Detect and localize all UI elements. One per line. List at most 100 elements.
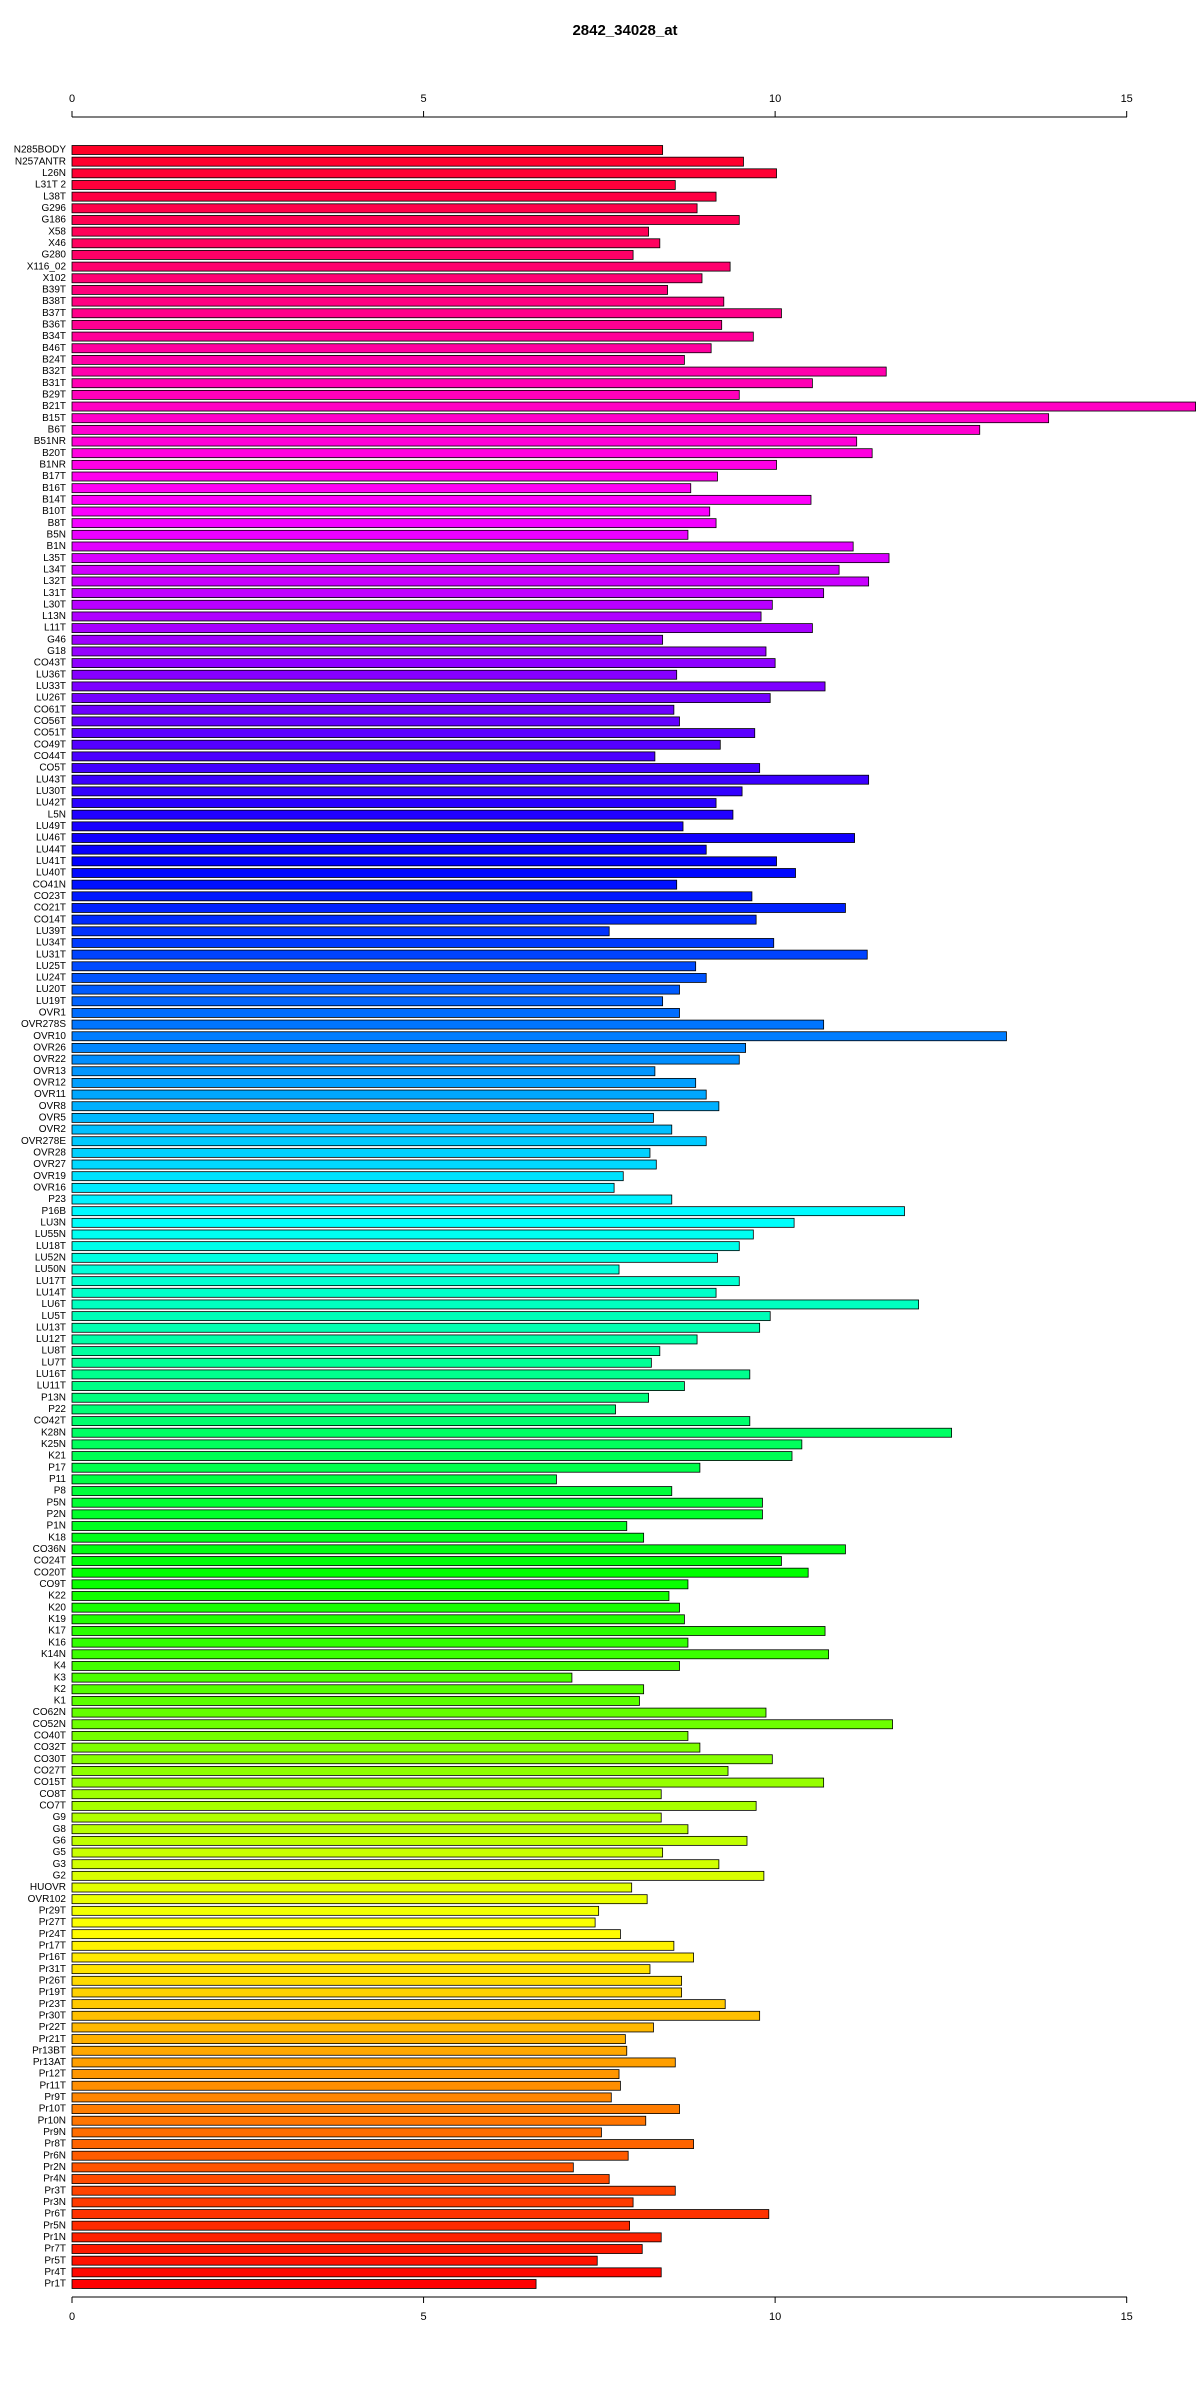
y-tick-label: OVR22 xyxy=(33,1054,66,1065)
y-tick-label: Pr9T xyxy=(44,2092,66,2103)
y-tick-label: CO32T xyxy=(34,1742,66,1753)
bar xyxy=(71,798,717,808)
y-tick-label: CO62N xyxy=(33,1707,66,1718)
y-tick-label: B21T xyxy=(42,401,66,412)
y-tick-label: LU40T xyxy=(36,868,66,879)
y-tick-label: Pr10N xyxy=(38,2115,66,2126)
y-tick-label: K19 xyxy=(48,1614,66,1625)
y-tick-label: Pr8T xyxy=(44,2139,66,2150)
y-tick-label: Pr12T xyxy=(39,2069,66,2080)
y-tick-label: B32T xyxy=(42,366,66,377)
bar xyxy=(71,949,868,960)
y-tick-label: LU30T xyxy=(36,786,66,797)
bar xyxy=(71,1719,893,1730)
bar xyxy=(71,1252,718,1263)
bar xyxy=(71,1940,675,1951)
y-tick-label: LU8T xyxy=(42,1346,66,1357)
bar xyxy=(71,1054,740,1065)
bar xyxy=(71,833,855,843)
bar xyxy=(71,984,680,995)
y-tick-label: X46 xyxy=(48,238,66,249)
y-tick-label: G18 xyxy=(47,646,66,657)
bar xyxy=(71,1497,763,1508)
bar xyxy=(71,891,753,902)
y-tick-label: Pr29T xyxy=(39,1905,66,1916)
y-tick-label: B37T xyxy=(42,308,66,319)
y-tick-label: OVR10 xyxy=(33,1031,66,1042)
y-tick-label: LU7T xyxy=(42,1357,66,1368)
bar xyxy=(71,1894,648,1905)
y-tick-label: LU14T xyxy=(36,1287,66,1298)
bar xyxy=(71,1696,640,1706)
bar xyxy=(71,1672,573,1683)
y-tick-label: B46T xyxy=(42,343,66,354)
bar xyxy=(71,704,675,715)
y-tick-label: P23 xyxy=(48,1194,66,1205)
x-tick-label: 15 xyxy=(1121,93,1133,105)
y-tick-label: B8T xyxy=(48,518,66,529)
bar xyxy=(71,588,825,599)
y-tick-label: B34T xyxy=(42,331,66,342)
y-tick-label: LU24T xyxy=(36,973,66,984)
y-tick-label: LU18T xyxy=(36,1241,66,1252)
y-tick-label: B39T xyxy=(42,285,66,296)
bar xyxy=(71,226,649,237)
y-tick-label: G5 xyxy=(53,1847,67,1858)
y-tick-label: CO44T xyxy=(34,751,66,762)
y-tick-label: OVR12 xyxy=(33,1078,66,1089)
bar xyxy=(71,459,777,470)
bar xyxy=(71,1381,685,1391)
y-tick-label: Pr11T xyxy=(40,2080,67,2091)
bar xyxy=(71,1917,596,1928)
bar xyxy=(71,1451,793,1461)
bar xyxy=(71,1975,683,1986)
y-tick-label: B38T xyxy=(42,296,66,307)
y-tick-label: L31T 2 xyxy=(35,180,66,191)
bar xyxy=(71,564,840,575)
bar xyxy=(71,1311,771,1322)
y-tick-label: K14N xyxy=(41,1649,66,1660)
bar xyxy=(71,2162,574,2173)
y-tick-label: CO61T xyxy=(34,704,66,715)
bar xyxy=(71,2150,629,2161)
y-tick-label: P1N xyxy=(47,1521,66,1532)
bar xyxy=(71,285,668,295)
bar xyxy=(71,1754,773,1765)
bar xyxy=(71,1824,689,1835)
y-tick-label: L38T xyxy=(43,191,66,202)
y-tick-label: Pr10T xyxy=(39,2104,66,2115)
bar xyxy=(71,2045,628,2056)
y-tick-label: Pr1T xyxy=(44,2279,66,2290)
y-tick-label: LU5T xyxy=(42,1311,66,1322)
bar xyxy=(71,2232,662,2243)
y-tick-label: HUOVR xyxy=(30,1882,66,1893)
bar xyxy=(71,1999,726,2010)
bar xyxy=(71,2022,654,2033)
bar xyxy=(71,331,754,342)
y-tick-label: LU19T xyxy=(36,996,66,1007)
y-tick-label: CO20T xyxy=(34,1567,66,1578)
y-tick-label: Pr23T xyxy=(39,1999,66,2010)
bar xyxy=(71,2197,634,2208)
bar xyxy=(71,2127,602,2138)
bar xyxy=(71,821,684,832)
y-tick-label: Pr27T xyxy=(39,1917,66,1928)
y-tick-label: CO21T xyxy=(34,903,66,914)
bar xyxy=(71,1241,740,1252)
bar xyxy=(71,2209,770,2219)
y-tick-label: LU43T xyxy=(36,774,66,785)
bar xyxy=(71,506,711,517)
y-tick-label: LU3N xyxy=(40,1217,66,1228)
bar xyxy=(71,658,776,668)
x-tick-label: 5 xyxy=(421,93,427,105)
y-tick-label: Pr4N xyxy=(43,2174,66,2185)
bar xyxy=(71,1043,746,1053)
bar xyxy=(71,1171,624,1182)
bar xyxy=(71,1334,698,1345)
bar xyxy=(71,1136,707,1147)
y-tick-label: P17 xyxy=(48,1462,66,1473)
bar xyxy=(71,2139,694,2149)
bar xyxy=(71,2057,676,2068)
bar xyxy=(71,2104,680,2114)
